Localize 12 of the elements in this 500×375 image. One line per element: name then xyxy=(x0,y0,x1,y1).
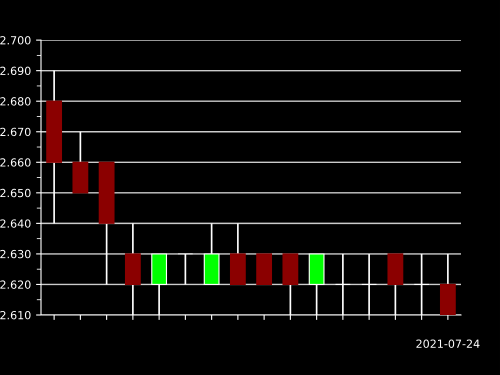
y-tick-label: 2.680 xyxy=(0,97,31,106)
y-tick-label: 2.630 xyxy=(0,250,31,258)
y-tick-label: 2.610 xyxy=(0,310,31,320)
y-tick-label: 2.670 xyxy=(0,128,31,136)
candlestick xyxy=(177,253,194,286)
y-tick-label: 2.660 xyxy=(0,158,31,167)
y-tick-label: 2.650 xyxy=(0,188,31,198)
y-tick-label: 2.620 xyxy=(0,280,31,289)
y-tick-label: 2.640 xyxy=(0,219,31,228)
y-tick-label: 2.690 xyxy=(0,66,31,76)
x-tick-label: 2021-07-24 xyxy=(416,340,480,348)
y-tick-label: 2.700 xyxy=(0,36,31,45)
